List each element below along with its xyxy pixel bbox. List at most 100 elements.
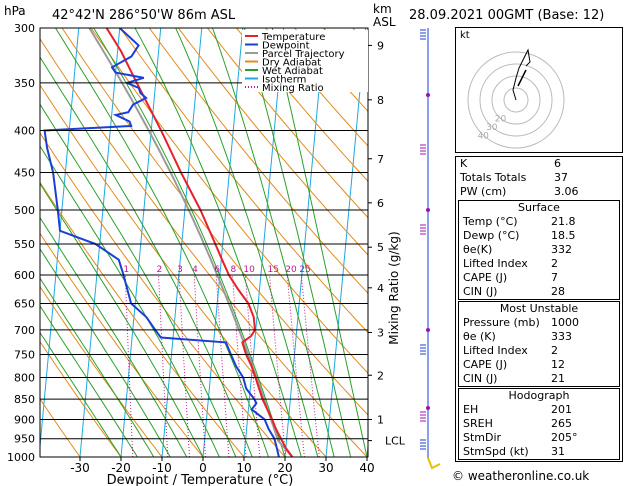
temperature-tick-label: -30: [70, 461, 90, 475]
index-value: 6: [554, 157, 561, 170]
hodograph-ring-label: 30: [486, 123, 498, 133]
wet-adiabat-line: [40, 305, 138, 457]
pressure-tick-label: 700: [14, 324, 35, 337]
wind-profile-dot: [426, 406, 430, 410]
wind-barb: [420, 144, 426, 155]
surface-row: Temp (°C) 21.8: [459, 215, 619, 229]
legend-label: Isotherm: [262, 75, 306, 86]
surface-row: θe(K) 332: [459, 243, 619, 257]
hodograph-ring: [503, 87, 529, 113]
hodograph-value: 201: [551, 403, 572, 416]
isotherm-line: [243, 28, 285, 457]
legend-label: Dewpoint: [262, 41, 310, 52]
legend-background: [242, 30, 368, 92]
surface-label: CAPE (J): [463, 271, 508, 284]
isotherm-line: [79, 28, 121, 457]
unstable-label: CAPE (J): [463, 358, 508, 371]
hodograph-plot: kt 20 30 40: [455, 27, 623, 153]
x-axis-title: Dewpoint / Temperature (°C): [107, 473, 294, 486]
hodograph-trace: [512, 48, 531, 101]
asl-label: ASL: [373, 15, 396, 29]
isotherm-line: [325, 28, 367, 457]
index-label: Totals Totals: [460, 171, 527, 184]
legend-label: Parcel Trajectory: [262, 49, 345, 60]
km-label: km: [373, 2, 392, 16]
surface-value: 2: [551, 257, 558, 270]
wind-barb: [420, 224, 426, 235]
hodograph-value: 205°: [551, 431, 578, 444]
hodograph-ring: [467, 51, 565, 149]
dewpoint-line: [43, 28, 280, 457]
mixing-ratio-label: 4: [192, 265, 198, 275]
legend-label: Temperature: [261, 32, 325, 43]
surface-value: 7: [551, 271, 558, 284]
isotherm-line: [161, 28, 203, 457]
storm-motion-arrow: [517, 69, 527, 87]
unstable-value: 21: [551, 372, 565, 385]
indices-rows: K 6 Totals Totals 37 PW (cm) 3.06: [456, 157, 622, 199]
hodograph-kt-label: kt: [460, 30, 470, 41]
hodograph-label: SREH: [463, 417, 493, 430]
mixing-ratio-label: 1: [123, 265, 129, 275]
pressure-tick-label: 1000: [7, 451, 35, 464]
surface-label: Lifted Index: [463, 257, 528, 270]
unstable-label: CIN (J): [463, 372, 498, 385]
dry-adiabat-line: [236, 28, 368, 183]
pressure-tick-label: 550: [14, 238, 35, 251]
hodograph-section: Hodograph EH 201 SREH 265 StmDir 205° StmSpd (…: [458, 388, 620, 460]
km-tick-label: 7: [377, 153, 384, 166]
surface-value: 18.5: [551, 229, 576, 242]
datetime-title: 28.09.2021 00GMT (Base: 12): [409, 8, 605, 23]
km-tick-label: LCL: [385, 435, 406, 448]
hodograph-row: SREH 265: [459, 417, 619, 431]
mixing-ratio-line: [158, 274, 169, 457]
km-tick-label: 9: [377, 39, 384, 52]
pressure-tick-label: 450: [14, 166, 35, 179]
km-tick-label: 4: [377, 282, 384, 295]
mixing-ratio-label: 6: [214, 265, 220, 275]
mixing-ratio-line: [232, 274, 247, 457]
copyright: © weatheronline.co.uk: [452, 469, 590, 483]
unstable-label: θe (K): [463, 330, 496, 343]
pressure-tick-label: 800: [14, 371, 35, 384]
unstable-row: θe (K) 333: [459, 330, 619, 344]
mixing-ratio-label: 15: [268, 265, 279, 275]
pressure-tick-label: 950: [14, 433, 35, 446]
hodograph-row: StmDir 205°: [459, 431, 619, 445]
km-tick-label: 5: [377, 241, 384, 254]
hodograph-row: EH 201: [459, 403, 619, 417]
dry-adiabat-line: [148, 28, 368, 294]
unstable-row: Lifted Index 2: [459, 344, 619, 358]
surface-label: Dewp (°C): [463, 229, 520, 242]
hodograph-ring-label: 40: [477, 132, 489, 142]
dry-adiabat-line: [40, 398, 81, 457]
surface-value: 21.8: [551, 215, 576, 228]
isotherm-line: [284, 28, 326, 457]
mixing-ratio-label: 8: [230, 265, 236, 275]
hodograph-label: EH: [463, 403, 479, 416]
surface-rows: Temp (°C) 21.8 Dewp (°C) 18.5 θe(K) 332 Lifted…: [459, 215, 619, 299]
index-row: PW (cm) 3.06: [456, 185, 622, 199]
hodograph-value: 265: [551, 417, 572, 430]
unstable-row: Pressure (mb) 1000: [459, 316, 619, 330]
hodograph-value: 31: [551, 445, 565, 458]
surface-value: 28: [551, 285, 565, 298]
wind-profile-dot: [426, 93, 430, 97]
unstable-rows: Pressure (mb) 1000 θe (K) 333 Lifted Index 2 C…: [459, 316, 619, 386]
isotherm-line: [202, 28, 244, 457]
unstable-label: Lifted Index: [463, 344, 528, 357]
index-value: 3.06: [554, 185, 579, 198]
pressure-tick-label: 600: [14, 269, 35, 282]
temperature-tick-label: 30: [318, 461, 333, 475]
hpa-label: hPa: [4, 4, 26, 18]
wind-barb: [420, 411, 426, 422]
mixing-ratio-line: [193, 274, 206, 457]
pressure-tick-label: 900: [14, 413, 35, 426]
km-tick-label: 1: [377, 413, 384, 426]
indices-panel: K 6 Totals Totals 37 PW (cm) 3.06 Surface Tem…: [455, 156, 623, 462]
temperature-tick-label: 10: [236, 461, 251, 475]
mixing-ratio-label: 20: [285, 265, 297, 275]
